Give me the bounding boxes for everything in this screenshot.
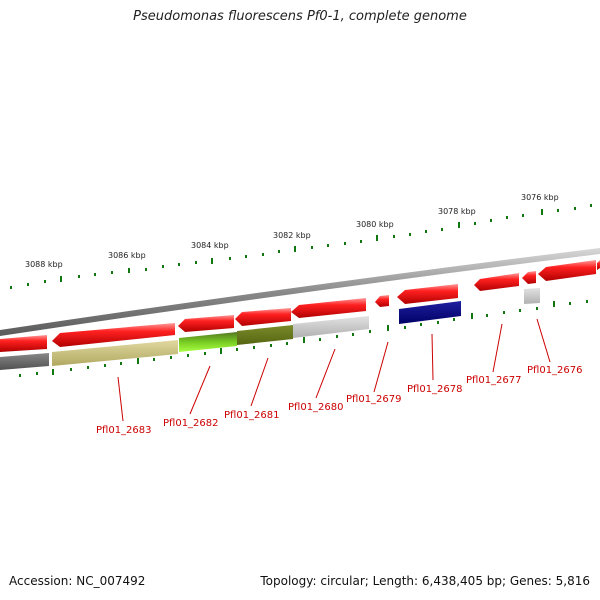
gene-label-pfl01-2680[interactable]: Pfl01_2680: [288, 402, 344, 413]
gene-arrow[interactable]: [291, 298, 366, 318]
gene-blocks: [0, 288, 540, 370]
gene-label-pfl01-2682[interactable]: Pfl01_2682: [163, 418, 219, 429]
gene-arrow[interactable]: [235, 308, 291, 326]
gene-arrow[interactable]: [397, 284, 458, 304]
gene-label-pfl01-2677[interactable]: Pfl01_2677: [466, 375, 522, 386]
scale-label-3082: 3082 kbp: [273, 231, 311, 240]
gene-block-pfl01-2682[interactable]: [179, 332, 237, 352]
gene-arrow[interactable]: [52, 323, 175, 347]
gene-arrow[interactable]: [0, 335, 47, 352]
gene-block-pfl01-2681[interactable]: [237, 325, 293, 345]
label-leaders: [117, 318, 551, 422]
accession-text: Accession: NC_007492: [9, 574, 146, 588]
inner-scale-ticks: [19, 300, 588, 377]
map-title: Pseudomonas fluorescens Pf0-1, complete …: [133, 9, 467, 24]
scale-label-3086: 3086 kbp: [108, 251, 146, 260]
genome-backbone: [0, 248, 600, 336]
gene-arrow[interactable]: [538, 260, 596, 281]
scale-label-3084: 3084 kbp: [191, 241, 229, 250]
gene-block-pfl01-2678[interactable]: [399, 301, 461, 324]
gene-block-pfl01-2676[interactable]: [524, 288, 540, 304]
gene-arrow[interactable]: [178, 315, 234, 332]
gene-arrow[interactable]: [375, 295, 389, 307]
gene-block-dark[interactable]: [0, 353, 49, 370]
scale-label-3078: 3078 kbp: [438, 207, 476, 216]
gene-label-pfl01-2678[interactable]: Pfl01_2678: [407, 384, 463, 395]
gene-arrow[interactable]: [474, 273, 519, 291]
gene-label-pfl01-2679[interactable]: Pfl01_2679: [346, 394, 402, 405]
outer-scale-ticks: [10, 204, 592, 289]
scale-label-3076: 3076 kbp: [521, 193, 559, 202]
scale-label-3080: 3080 kbp: [356, 220, 394, 229]
gene-block-pfl01-2680[interactable]: [293, 316, 369, 338]
gene-block-pfl01-2683[interactable]: [52, 340, 178, 366]
gene-label-pfl01-2681[interactable]: Pfl01_2681: [224, 410, 280, 421]
scale-label-3088: 3088 kbp: [25, 260, 63, 269]
forward-strand-genes: [0, 260, 600, 352]
gene-arrow-edge[interactable]: [597, 260, 600, 270]
gene-label-pfl01-2676[interactable]: Pfl01_2676: [527, 365, 583, 376]
gene-arrow[interactable]: [522, 271, 536, 284]
topology-text: Topology: circular; Length: 6,438,405 bp…: [260, 574, 590, 588]
gene-label-pfl01-2683[interactable]: Pfl01_2683: [96, 425, 152, 436]
